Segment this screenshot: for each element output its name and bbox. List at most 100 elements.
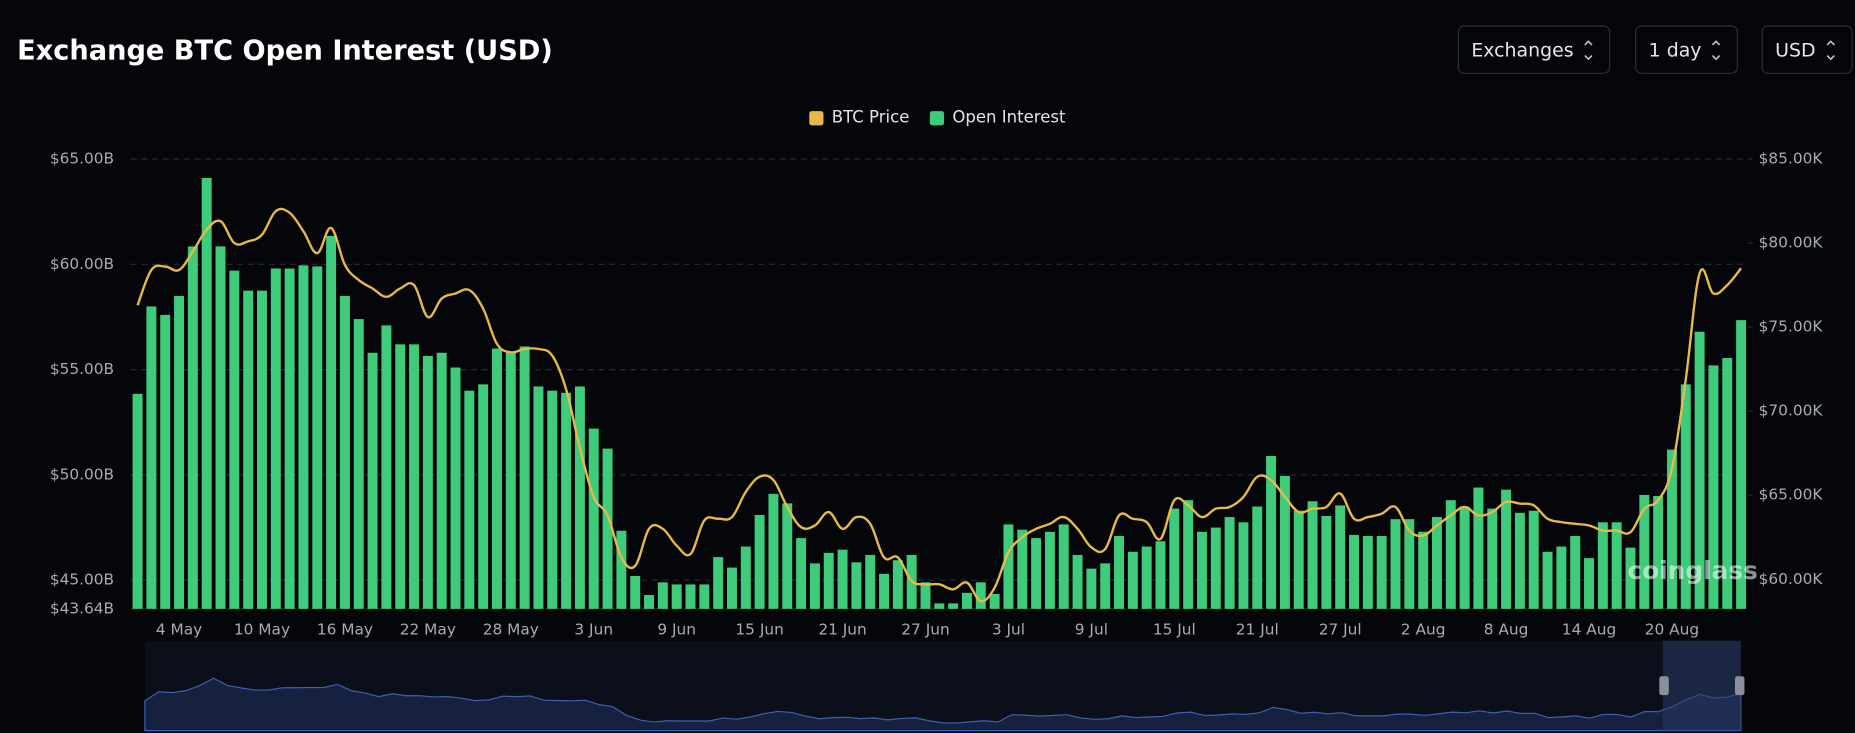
bar xyxy=(1404,519,1415,609)
bar xyxy=(1528,510,1539,609)
bar xyxy=(851,562,862,609)
bar xyxy=(616,530,627,609)
bar xyxy=(809,563,820,609)
x-tick-label: 22 May xyxy=(400,621,456,639)
bar xyxy=(243,290,254,609)
navigator-area xyxy=(144,677,1742,732)
bar xyxy=(657,582,668,609)
x-tick-label: 10 May xyxy=(234,621,290,639)
bar xyxy=(478,384,489,609)
bar xyxy=(1086,568,1097,609)
bar xyxy=(561,392,572,609)
y2-tick-label: $65.00K xyxy=(1759,486,1824,504)
bar xyxy=(1293,510,1304,609)
bar xyxy=(1694,331,1705,609)
bar xyxy=(1390,519,1401,609)
bar xyxy=(879,573,890,609)
dropdown[interactable]: 1 day xyxy=(1635,25,1738,74)
bar xyxy=(961,592,972,609)
bar xyxy=(975,582,986,609)
y2-tick-label: $60.00K xyxy=(1759,570,1824,588)
bar xyxy=(1639,494,1650,609)
bar xyxy=(339,295,350,609)
bar xyxy=(726,567,737,609)
bar xyxy=(353,319,364,609)
x-tick-label: 14 Aug xyxy=(1562,621,1616,639)
plot xyxy=(132,177,1747,609)
bar xyxy=(1611,522,1622,609)
bar xyxy=(1487,508,1498,609)
dropdown-box[interactable] xyxy=(1761,25,1853,74)
navigator xyxy=(144,640,1745,732)
x-tick-label: 28 May xyxy=(483,621,539,639)
dropdown[interactable]: USD xyxy=(1761,25,1853,74)
bar xyxy=(713,557,724,609)
x-tick-label: 4 May xyxy=(156,621,202,639)
bar xyxy=(1321,515,1332,609)
bar xyxy=(1100,563,1111,609)
x-tick-label: 21 Jun xyxy=(818,621,866,639)
dropdown-label[interactable]: USD xyxy=(1775,39,1815,61)
bar xyxy=(381,325,392,609)
dropdown-box[interactable] xyxy=(1635,25,1738,74)
bar xyxy=(298,265,309,609)
bar xyxy=(1362,535,1373,609)
bar xyxy=(257,290,267,609)
navigator-handle[interactable] xyxy=(1659,676,1669,696)
bar xyxy=(865,554,876,609)
bar xyxy=(450,367,461,609)
bar xyxy=(409,344,420,609)
bar xyxy=(1418,531,1429,609)
bar xyxy=(1708,365,1719,609)
bar xyxy=(630,576,641,609)
bar xyxy=(174,295,185,609)
x-tick-label: 27 Jul xyxy=(1319,621,1362,639)
bar xyxy=(837,549,848,609)
bar xyxy=(602,448,613,609)
bar xyxy=(1031,538,1042,609)
bar xyxy=(491,348,502,609)
bar xyxy=(215,246,226,609)
legend: BTC Price Open Interest xyxy=(809,108,1066,127)
bar xyxy=(436,352,447,609)
x-tick-label: 27 Jun xyxy=(901,621,949,639)
navigator-window[interactable] xyxy=(1662,640,1741,731)
bar xyxy=(1597,522,1608,609)
legend-swatch xyxy=(809,111,824,126)
chart-title: Exchange BTC Open Interest (USD) xyxy=(17,36,553,67)
bar xyxy=(547,390,558,609)
y-tick-label: $65.00B xyxy=(50,150,114,168)
bar xyxy=(187,246,198,609)
x-tick-label: 15 Jul xyxy=(1153,621,1196,639)
bar xyxy=(1722,358,1733,609)
bar xyxy=(948,603,959,609)
bar xyxy=(1114,535,1125,609)
price-line xyxy=(136,207,1742,603)
bar xyxy=(685,584,696,609)
navigator-handle[interactable] xyxy=(1734,676,1745,696)
bar xyxy=(160,314,171,609)
dropdown-label[interactable]: Exchanges xyxy=(1471,39,1573,61)
bar xyxy=(574,386,585,609)
y2-tick-label: $85.00K xyxy=(1759,150,1824,168)
bar xyxy=(1556,546,1567,609)
y-tick-label: $50.00B xyxy=(50,465,114,483)
x-tick-label: 9 Jun xyxy=(657,621,696,639)
bar xyxy=(1238,522,1249,609)
bar xyxy=(312,266,323,609)
bar xyxy=(1680,384,1691,609)
dropdown-arrow[interactable] xyxy=(1826,40,1835,61)
bar xyxy=(422,355,433,609)
dropdown-box[interactable] xyxy=(1457,25,1611,74)
bar xyxy=(1736,320,1747,609)
bar xyxy=(768,493,779,609)
dropdown-label[interactable]: 1 day xyxy=(1649,39,1702,61)
bar xyxy=(229,270,240,609)
x-tick-label: 2 Aug xyxy=(1401,621,1446,639)
bar xyxy=(464,390,475,609)
dropdown-arrow[interactable] xyxy=(1711,40,1721,61)
dropdown-arrow[interactable] xyxy=(1584,40,1593,61)
bar xyxy=(934,603,945,609)
dropdown[interactable]: Exchanges xyxy=(1457,25,1611,74)
